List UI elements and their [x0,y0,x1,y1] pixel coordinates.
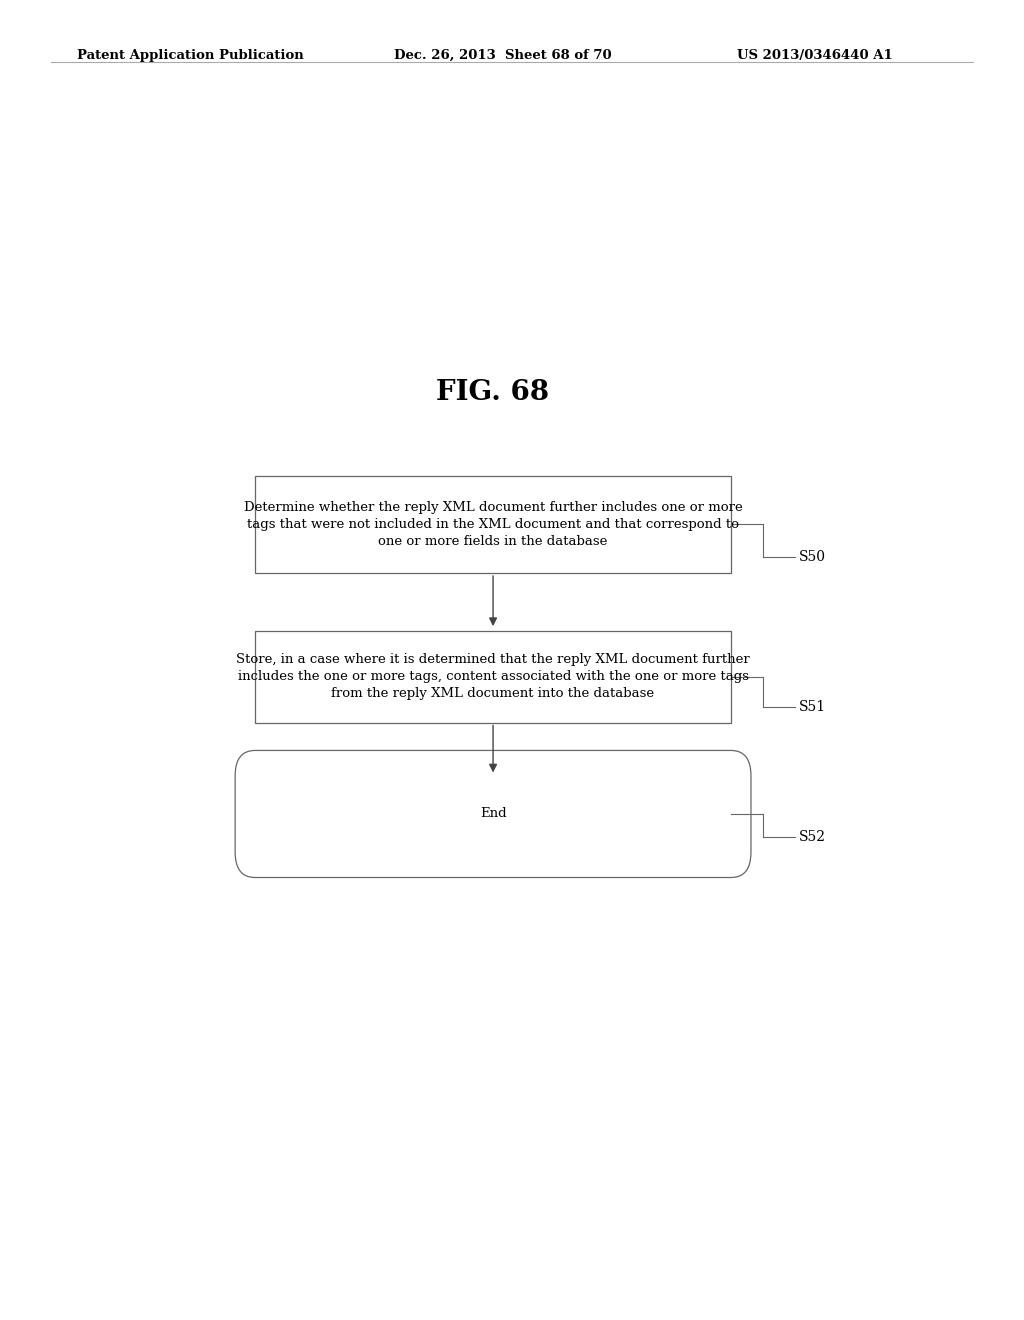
Text: Dec. 26, 2013  Sheet 68 of 70: Dec. 26, 2013 Sheet 68 of 70 [394,49,612,62]
FancyBboxPatch shape [255,477,731,573]
Text: Patent Application Publication: Patent Application Publication [77,49,303,62]
FancyBboxPatch shape [255,631,731,722]
Text: S50: S50 [799,550,825,565]
Text: End: End [479,808,507,821]
Text: Store, in a case where it is determined that the reply XML document further
incl: Store, in a case where it is determined … [237,653,750,701]
Text: Determine whether the reply XML document further includes one or more
tags that : Determine whether the reply XML document… [244,500,742,548]
Text: S52: S52 [799,830,825,843]
Text: S51: S51 [799,700,825,714]
FancyBboxPatch shape [236,751,751,878]
Text: US 2013/0346440 A1: US 2013/0346440 A1 [737,49,893,62]
Text: FIG. 68: FIG. 68 [436,379,550,405]
